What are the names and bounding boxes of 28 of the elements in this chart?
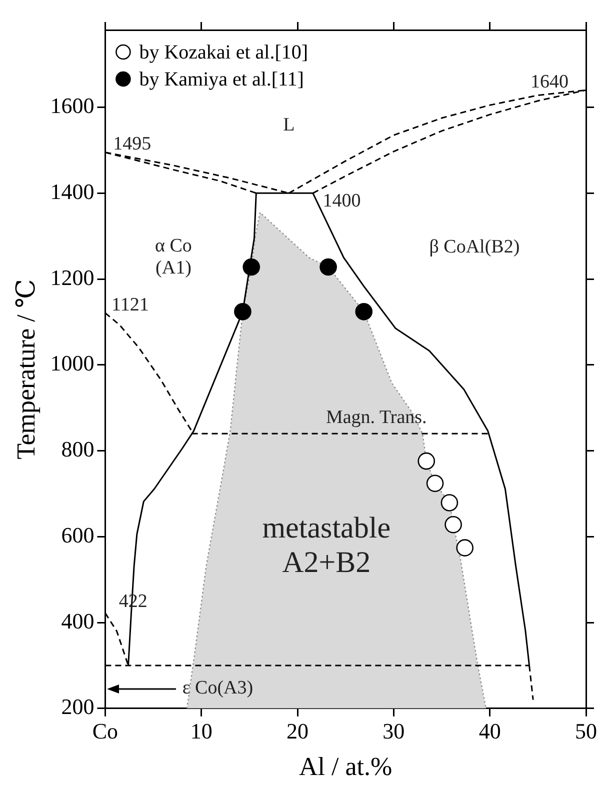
annotation: β CoAl(B2) [429, 236, 520, 258]
annotation: α Co (A1) [155, 236, 192, 278]
y-tick-label: 400 [61, 608, 94, 634]
annotation: 1495 [113, 134, 152, 155]
x-tick-label: Co [92, 718, 118, 744]
y-tick-label: 800 [61, 436, 94, 462]
annotation: L [283, 114, 295, 136]
x-tick-label: 40 [478, 718, 501, 744]
annotation: 1121 [112, 294, 149, 316]
annotation: 1400 [322, 190, 361, 212]
annotation: ε Co(A3) [182, 678, 254, 699]
x-tick-label: 20 [286, 718, 309, 744]
y-tick-label: 1200 [50, 264, 94, 290]
x-tick-label: 10 [190, 718, 212, 744]
annotation: metastable A2+B2 [262, 512, 391, 580]
x-tick-label: 30 [382, 718, 405, 744]
y-tick-label: 1600 [50, 93, 94, 118]
y-tick-label: 600 [61, 522, 94, 548]
annotation: 1640 [530, 71, 568, 92]
y-tick-label: 200 [61, 694, 94, 720]
y-tick-label: 1000 [50, 350, 94, 376]
legend-label: by Kozakai et al.[10] [139, 41, 308, 64]
legend-label: by Kamiya et al.[11] [139, 68, 304, 90]
x-axis-title: Al / at.% [299, 752, 392, 782]
y-tick-label: 1400 [50, 178, 94, 204]
x-tick-label: 50 [575, 718, 597, 744]
y-axis-title: Temperature / ℃ [11, 279, 40, 460]
annotation: Magn. Trans. [326, 407, 427, 428]
